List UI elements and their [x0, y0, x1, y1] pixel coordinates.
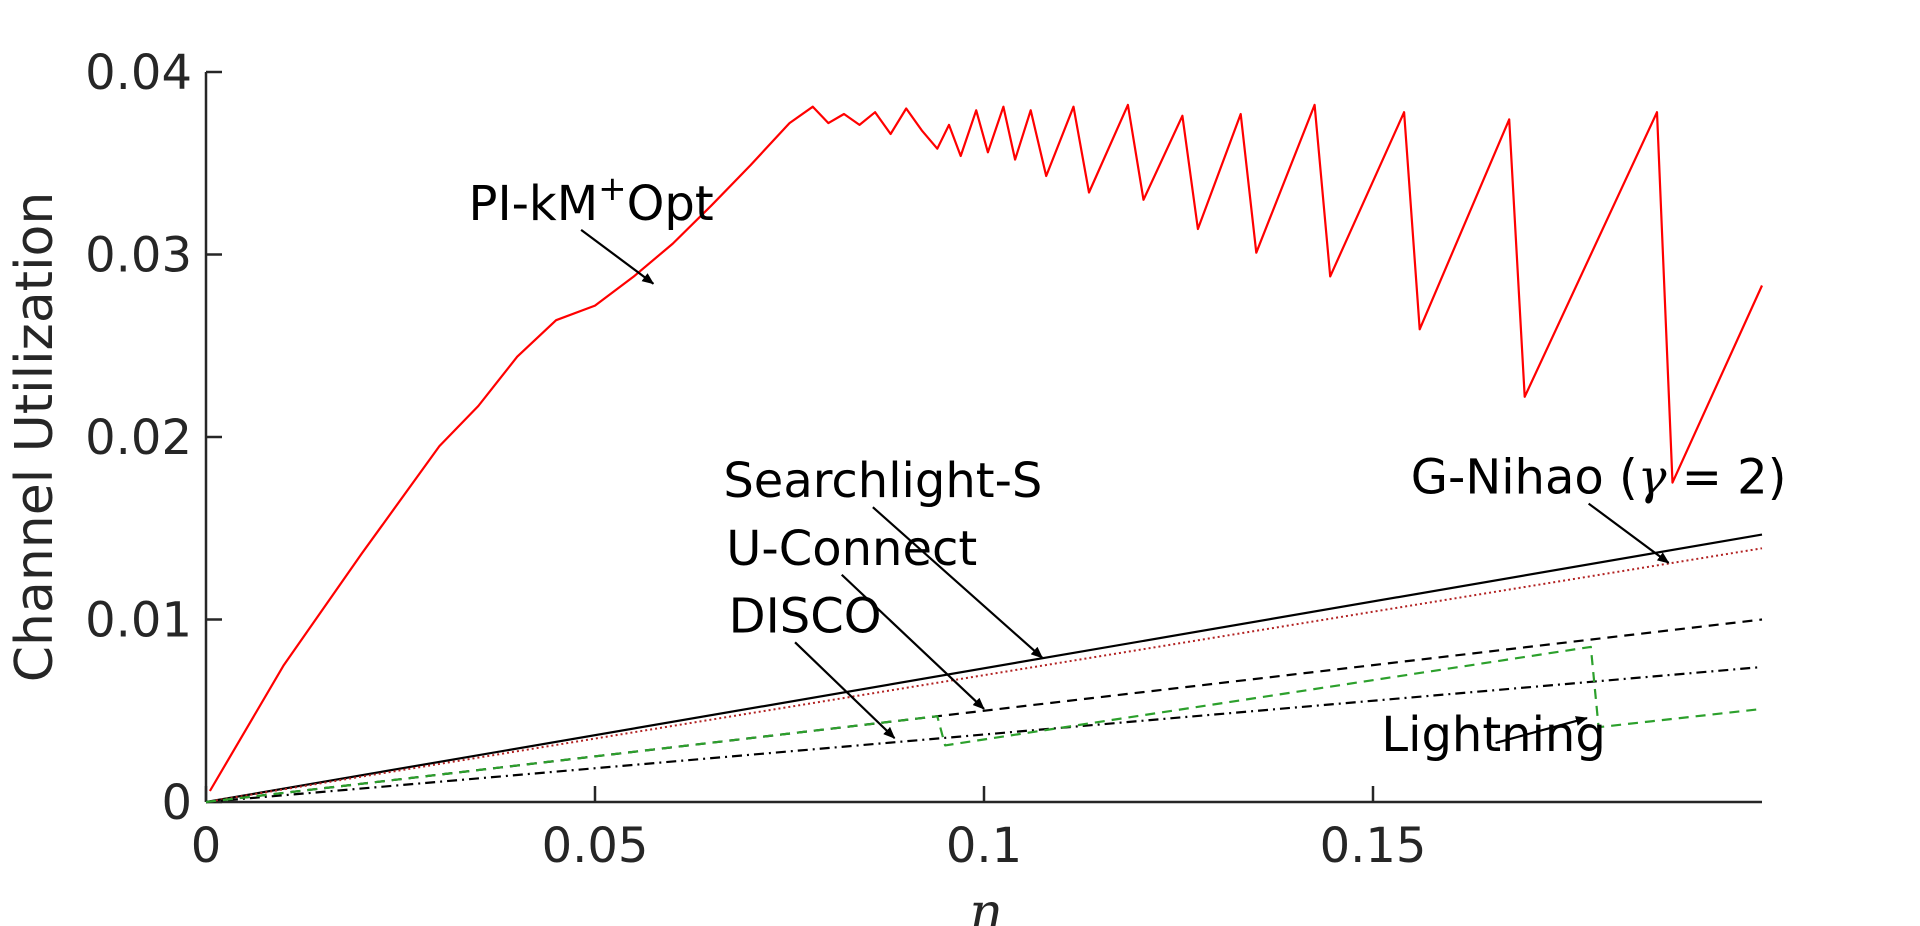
y-tick-label: 0.03 [85, 228, 192, 284]
y-tick-label: 0.02 [85, 410, 192, 466]
x-tick-label: 0 [191, 818, 222, 874]
y-tick-label: 0 [161, 775, 192, 831]
x-tick-label: 0.05 [542, 818, 649, 874]
x-ticks: 0 0.05 0.1 0.15 [191, 786, 1427, 874]
y-tick-label: 0.01 [85, 593, 192, 649]
series-line-pi-km-opt [208, 103, 1764, 792]
x-tick-label: 0.15 [1320, 818, 1427, 874]
x-axis-title: η [968, 883, 999, 926]
x-tick-label: 0.1 [946, 818, 1022, 874]
annotation-searchlight-s: Searchlight-S [723, 453, 1044, 659]
series-line-g-nihao-2 [205, 533, 1763, 804]
annotation-arrow [794, 641, 896, 739]
annotation-u-connect: U-Connect [726, 521, 985, 710]
annotation-label: DISCO [729, 588, 882, 644]
series-group [205, 103, 1764, 804]
annotation-label: Lightning [1381, 707, 1605, 763]
axes: 0 0.01 0.02 0.03 0.04 0 0.05 0.1 0.15 [85, 45, 1762, 874]
y-tick-label: 0.04 [85, 45, 192, 101]
annotation-arrow [1587, 502, 1670, 564]
annotation-disco: DISCO [729, 588, 896, 739]
y-ticks: 0 0.01 0.02 0.03 0.04 [85, 45, 222, 831]
series-line-lightning [205, 645, 1763, 804]
annotation-arrow [840, 573, 985, 710]
annotation-arrow [580, 228, 655, 285]
annotation-label: Searchlight-S [723, 453, 1042, 509]
y-axis-title: Channel Utilization [5, 192, 65, 683]
annotation-arrow [872, 506, 1044, 659]
series-line-disco [205, 665, 1763, 804]
series-line-searchlight-s [205, 547, 1763, 803]
annotation-pi-km: PI-kM+Opt [469, 169, 714, 285]
annotation-arrow [1495, 716, 1588, 744]
annotation-group: PI-kM+Opt Searchlight-S U-Connect DISCO G-Ni… [469, 169, 1787, 763]
annotation-label: G-Nihao (γ = 2) [1411, 450, 1787, 506]
annotation-lightning: Lightning [1381, 707, 1605, 763]
annotation-g-nihao: G-Nihao (γ = 2) [1411, 450, 1787, 564]
annotation-label: PI-kM+Opt [469, 169, 714, 232]
annotation-label: U-Connect [726, 521, 977, 577]
